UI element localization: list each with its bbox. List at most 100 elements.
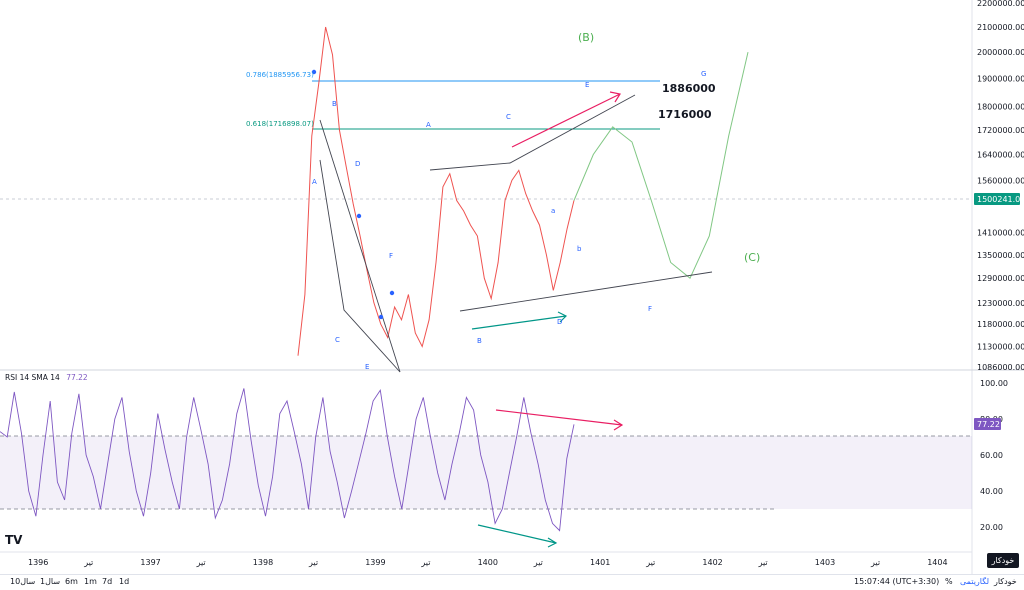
rsi-series xyxy=(0,388,575,532)
wave-label: G xyxy=(701,70,706,78)
arrow-teal-price xyxy=(471,311,568,330)
timeframe-1m[interactable]: 1m xyxy=(84,577,97,586)
price-tick-label: 1230000.00 xyxy=(977,299,1024,308)
arrow-teal-rsi xyxy=(477,524,558,548)
price-tick-label: 1720000.00 xyxy=(977,126,1024,135)
time-tick-label: 1400 xyxy=(478,558,498,567)
triangle-upper-line xyxy=(429,94,636,171)
price-tick-label: 1086000.00 xyxy=(977,363,1024,372)
price-tick-label: 2200000.00 xyxy=(977,0,1024,8)
timeframe-6m[interactable]: 6m xyxy=(65,577,78,586)
wave-label: D xyxy=(355,160,360,168)
price-tick-label: 1800000.00 xyxy=(977,102,1024,111)
time-tick-label: تیر xyxy=(83,558,93,567)
wave-marker xyxy=(356,213,362,219)
price-tick-label: 2000000.00 xyxy=(977,48,1024,57)
wave-marker xyxy=(389,290,395,296)
timeframe-1y[interactable]: 1سال xyxy=(40,577,61,586)
chart-canvas: 2200000.00 2100000.00 2000000.00 1900000.00… xyxy=(0,0,1024,574)
time-tick-label: 1397 xyxy=(140,558,160,567)
arrow-up-red xyxy=(511,91,621,148)
price-tick-label: 1350000.00 xyxy=(977,251,1024,260)
time-tick-label: تیر xyxy=(420,558,430,567)
percent-toggle[interactable]: % xyxy=(945,577,953,586)
clock: 15:07:44 (UTC+3:30) xyxy=(854,577,940,586)
rsi-legend-length: 14 xyxy=(19,373,30,382)
wave-label: D xyxy=(557,318,562,326)
timeframe-7d[interactable]: 7d xyxy=(102,577,113,586)
time-tick-label: تیر xyxy=(758,558,768,567)
rsi-legend-name: RSI xyxy=(5,373,18,382)
arrow-red-rsi xyxy=(495,409,624,431)
price-tick-label: 1290000.00 xyxy=(977,274,1024,283)
timeframe-10y[interactable]: 10سال xyxy=(10,577,36,586)
wave-label: a xyxy=(551,207,555,215)
time-tick-label: 1402 xyxy=(702,558,722,567)
time-tick-label: 1399 xyxy=(365,558,385,567)
time-tick-label: 1401 xyxy=(590,558,610,567)
time-tick-label: تیر xyxy=(870,558,880,567)
time-axis: 1396 تیر 1397 تیر 1398 تیر 1399 تیر 1400 تیر 1401 ت… xyxy=(28,558,948,567)
price-tick-label: 1640000.00 xyxy=(977,150,1024,159)
triangle-lower-line xyxy=(459,271,713,312)
rsi-value-badge: 77.22 xyxy=(977,420,1000,429)
time-tick-label: 1404 xyxy=(927,558,947,567)
rsi-band-fill xyxy=(0,436,972,509)
fib-0618-label: 0.618(1716898.07) xyxy=(246,120,314,128)
price-series xyxy=(297,26,575,356)
wave-label: A xyxy=(426,121,431,129)
wave-label: F xyxy=(389,252,393,260)
time-tick-label: تیر xyxy=(196,558,206,567)
auto-toggle[interactable]: خودکار xyxy=(994,577,1017,586)
rsi-legend: RSI 14 SMA 14 77.22 xyxy=(5,373,88,382)
timeframe-1d[interactable]: 1d xyxy=(119,577,130,586)
wave-marker xyxy=(378,314,384,320)
auto-scale-button[interactable]: خودکار xyxy=(987,553,1019,568)
wave-marker xyxy=(311,69,317,75)
wave-label: C xyxy=(506,113,511,121)
log-toggle[interactable]: لگاریتمی xyxy=(960,577,990,586)
price-tick-label: 1410000.00 xyxy=(977,228,1024,237)
tradingview-logo: TV xyxy=(5,533,23,547)
wave-b-major: (B) xyxy=(578,31,594,44)
current-price-badge-bg xyxy=(974,193,1020,205)
time-tick-label: تیر xyxy=(533,558,543,567)
price-tick-label: 1560000.00 xyxy=(977,176,1024,185)
rsi-value-badge-bg xyxy=(974,418,1001,430)
time-tick-label: 1398 xyxy=(253,558,273,567)
wave-label: b xyxy=(577,245,582,253)
wedge-lower-line xyxy=(319,159,401,373)
rsi-legend-value: 77.22 xyxy=(66,373,88,382)
wave-c-major: (C) xyxy=(744,251,760,264)
wave-label: C xyxy=(335,336,340,344)
price-tick-label: 2100000.00 xyxy=(977,23,1024,32)
time-tick-label: تیر xyxy=(308,558,318,567)
price-tick-label: 1130000.00 xyxy=(977,343,1024,352)
projection-curve xyxy=(573,51,749,279)
wave-label: B xyxy=(477,337,482,345)
current-price-badge: 1500241.00 xyxy=(977,195,1024,204)
wave-label: E xyxy=(585,81,589,89)
price-tick-label: 1180000.00 xyxy=(977,320,1024,329)
wave-label: A xyxy=(312,178,317,186)
price-axis: 2200000.00 2100000.00 2000000.00 1900000.00… xyxy=(977,0,1024,372)
rsi-legend-ma: SMA xyxy=(31,373,48,382)
time-tick-label: تیر xyxy=(645,558,655,567)
rsi-legend-ma-len: 14 xyxy=(50,373,60,382)
wave-label: E xyxy=(365,363,369,371)
bottom-toolbar: 10سال 1سال 6m 1m 7d 1d 15:07:44 (UTC+3:3… xyxy=(0,574,1024,590)
fib-0786-label: 0.786(1885956.73) xyxy=(246,71,314,79)
price-tick-label: 1900000.00 xyxy=(977,75,1024,84)
rsi-tick-label: 40.00 xyxy=(980,487,1003,496)
wave-label: B xyxy=(332,100,337,108)
target-1716000: 1716000 xyxy=(658,108,712,121)
rsi-tick-label: 100.00 xyxy=(980,379,1008,388)
rsi-tick-label: 60.00 xyxy=(980,451,1003,460)
time-tick-label: 1403 xyxy=(815,558,835,567)
time-tick-label: 1396 xyxy=(28,558,48,567)
wedge-upper-line xyxy=(319,119,401,373)
rsi-tick-label: 20.00 xyxy=(980,523,1003,532)
target-1886000: 1886000 xyxy=(662,82,716,95)
wave-label: F xyxy=(648,305,652,313)
